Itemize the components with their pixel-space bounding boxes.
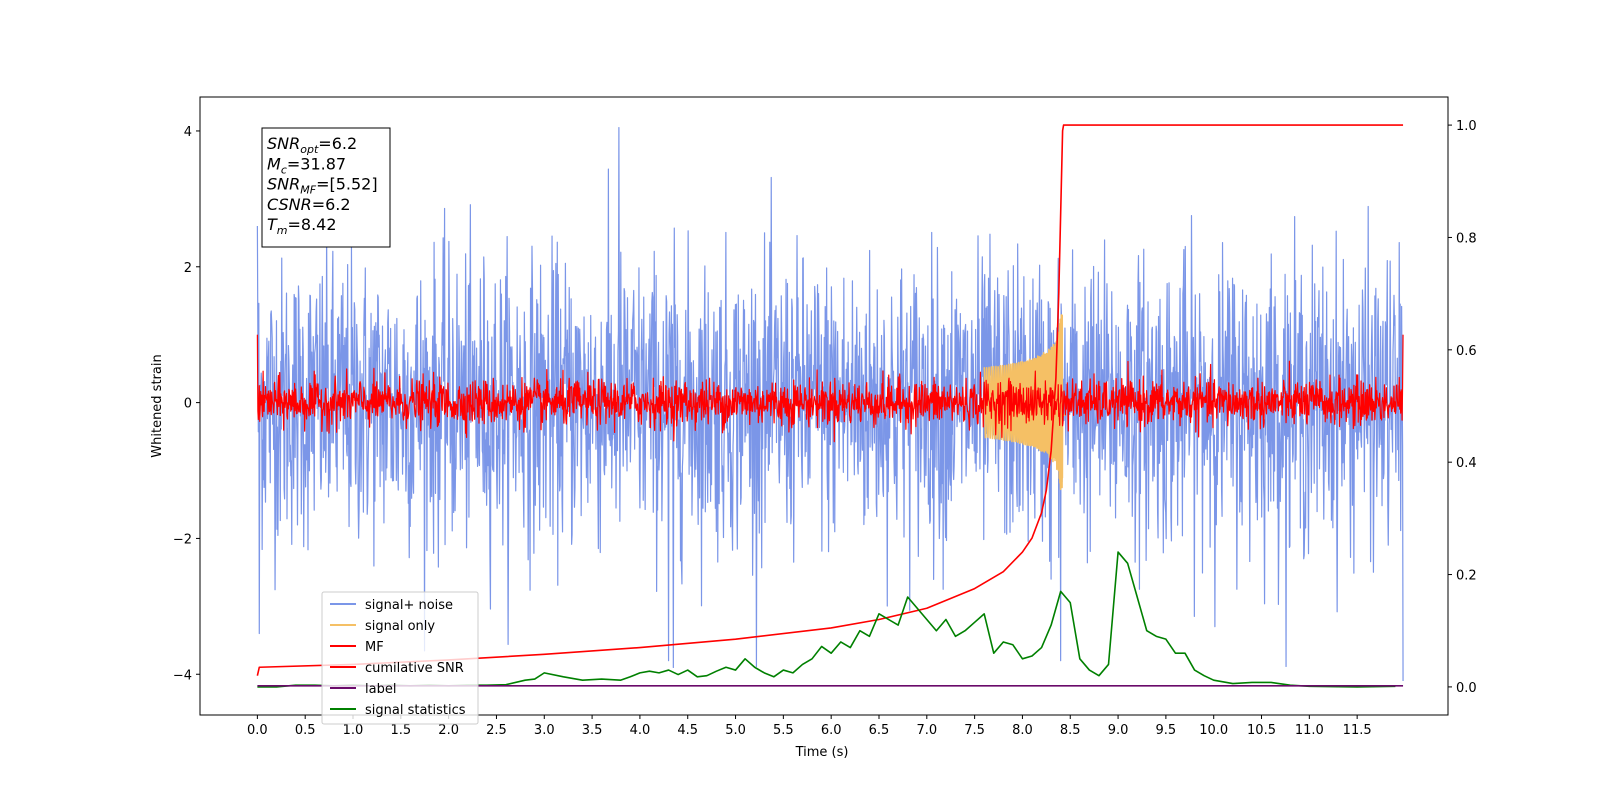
series-line-signal-statistics <box>257 551 1396 688</box>
legend-entry-label: signal+ noise <box>365 598 453 613</box>
y-right-tick-label: 0.4 <box>1456 456 1477 471</box>
x-tick-label: 3.0 <box>534 723 555 738</box>
x-tick-label: 2.5 <box>486 723 507 738</box>
x-tick-label: 8.0 <box>1012 723 1033 738</box>
x-tick-label: 5.0 <box>725 723 746 738</box>
series-line-mf <box>256 334 1404 443</box>
series-line-cumilative-snr <box>256 124 1404 676</box>
x-tick-label: 9.5 <box>1156 723 1177 738</box>
annotation-frame <box>261 127 391 248</box>
x-tick-label: 6.0 <box>821 723 842 738</box>
annotation-line: Tm=8.42 <box>267 215 337 237</box>
x-tick-label: 11.5 <box>1343 723 1372 738</box>
annotation-line: Mc=31.87 <box>267 154 346 176</box>
y-right-tick-label: 0.0 <box>1456 681 1477 696</box>
x-axis-label: Time (s) <box>795 745 849 760</box>
x-tick-label: 10.5 <box>1247 723 1276 738</box>
y-left-tick-label: 4 <box>184 125 192 140</box>
x-tick-label: 4.0 <box>630 723 651 738</box>
x-tick-label: 1.0 <box>343 723 364 738</box>
x-tick-label: 3.5 <box>582 723 603 738</box>
y-left-tick-label: −2 <box>173 532 192 547</box>
x-tick-label: 7.5 <box>964 723 985 738</box>
legend-frame <box>321 591 479 725</box>
x-tick-label: 4.5 <box>677 723 698 738</box>
annotation-line: SNRopt=6.2 <box>267 134 357 156</box>
y-right-tick-label: 0.6 <box>1456 344 1477 359</box>
y-right-tick-label: 0.8 <box>1456 231 1477 246</box>
x-tick-label: 1.5 <box>390 723 411 738</box>
x-tick-label: 10.0 <box>1199 723 1228 738</box>
y-left-tick-label: 0 <box>184 397 192 412</box>
y-axis-label: Whitened strain <box>150 354 165 457</box>
legend-entry-label: MF <box>365 640 384 655</box>
x-tick-label: 5.5 <box>773 723 794 738</box>
annotation-line: CSNR=6.2 <box>267 195 351 214</box>
x-tick-label: 0.5 <box>295 723 316 738</box>
x-tick-label: 0.0 <box>247 723 268 738</box>
y-right-tick-label: 1.0 <box>1456 119 1477 134</box>
x-tick-label: 7.0 <box>916 723 937 738</box>
legend-entry-label: label <box>365 682 396 697</box>
y-left-tick-label: 2 <box>184 261 192 276</box>
x-tick-label: 11.0 <box>1295 723 1324 738</box>
x-tick-label: 6.5 <box>869 723 890 738</box>
legend-entry-label: cumilative SNR <box>365 661 464 676</box>
legend-entry-label: signal statistics <box>365 703 466 718</box>
x-tick-label: 9.0 <box>1108 723 1129 738</box>
x-tick-label: 2.0 <box>438 723 459 738</box>
x-axis: 0.0 0.5 1.0 1.5 2.0 2.5 3.0 3.5 4.0 4.5 5.0 5.5 6.0 6… <box>247 715 1372 738</box>
y-left-axis: −4 −2 0 2 4 <box>173 125 200 683</box>
plot-frame <box>199 96 1449 716</box>
y-right-axis: 0.0 0.2 0.4 0.6 0.8 1.0 <box>1448 119 1477 696</box>
annotation-line: SNRMF=[5.52] <box>267 175 378 197</box>
y-right-tick-label: 0.2 <box>1456 569 1477 584</box>
x-tick-label: 8.5 <box>1060 723 1081 738</box>
legend-entry-label: signal only <box>365 619 435 634</box>
annotation-box: SNRopt=6.2Mc=31.87SNRMF=[5.52]CSNR=6.2Tm… <box>261 127 391 248</box>
y-left-tick-label: −4 <box>173 668 192 683</box>
legend: signal+ noise signal only MF cumilative SNR… <box>321 591 479 725</box>
